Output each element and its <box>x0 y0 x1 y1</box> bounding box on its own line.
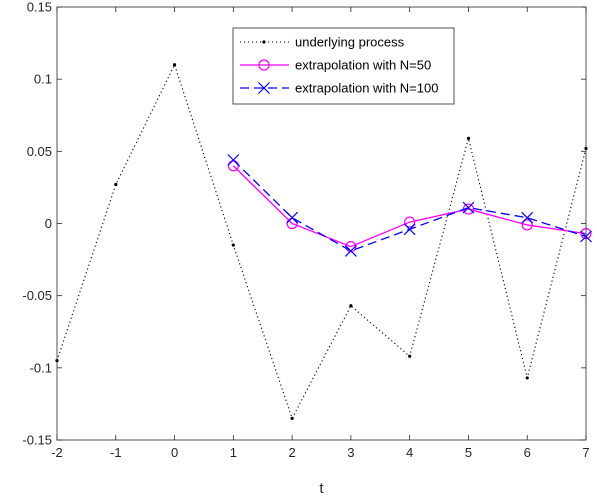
data-point-series-1 <box>349 304 353 308</box>
marker-stroke <box>286 211 299 224</box>
y-tick-label: -0.1 <box>30 360 52 375</box>
legend-marker-3 <box>258 82 270 94</box>
data-point-series-3 <box>462 201 475 214</box>
x-axis-label: t <box>319 480 324 497</box>
series-line-2 <box>232 165 587 248</box>
marker-stroke <box>462 201 475 214</box>
x-tick-label: 6 <box>524 445 531 460</box>
marker-stroke <box>521 211 534 224</box>
data-point-series-2 <box>404 216 416 228</box>
marker-stroke <box>258 82 270 94</box>
data-point-series-3 <box>344 244 357 257</box>
legend-label-1: underlying process <box>295 35 405 50</box>
data-point-series-1 <box>172 63 177 67</box>
y-tick-label: 0.1 <box>34 72 52 87</box>
data-point-series-3 <box>227 154 240 166</box>
data-point-series-1 <box>290 416 294 420</box>
marker-stroke <box>344 244 357 257</box>
y-tick-label: 0.15 <box>27 0 52 15</box>
x-tick-label: -1 <box>110 445 122 460</box>
data-point-series-3 <box>521 211 534 224</box>
x-tick-label: 4 <box>406 445 413 460</box>
legend: underlying process extrapolation with N=5… <box>232 27 455 105</box>
data-point-series-1 <box>231 243 235 247</box>
legend-marker-1 <box>262 40 266 44</box>
legend-label-2: extrapolation with N=50 <box>295 58 431 73</box>
marker-stroke <box>403 223 416 236</box>
marker-stroke <box>227 154 240 166</box>
data-point-series-1 <box>466 136 471 140</box>
x-tick-label: 7 <box>582 445 589 460</box>
x-tick-label: 0 <box>171 445 178 460</box>
data-point-series-3 <box>403 223 416 236</box>
x-tick-label: 5 <box>465 445 472 460</box>
data-point-series-1 <box>525 376 529 380</box>
data-point-series-1 <box>408 354 412 358</box>
data-layer <box>55 63 592 420</box>
y-tick-label: 0.05 <box>27 144 52 159</box>
data-point-series-2 <box>521 219 533 231</box>
series-line-1 <box>56 63 587 420</box>
x-tick-label: 2 <box>288 445 295 460</box>
axes-layer: -2 -1 0 1 2 3 4 5 6 7 -0.15 -0.1 -0.05 0 0.05 0.1 0.15 <box>22 0 589 460</box>
x-tick-label: -2 <box>51 445 63 460</box>
y-tick-label: 0 <box>45 216 52 231</box>
data-point-series-3 <box>286 211 299 224</box>
legend-label-3: extrapolation with N=100 <box>295 81 438 96</box>
legend-box <box>232 27 455 105</box>
y-tick-label: -0.05 <box>22 288 52 303</box>
data-point-series-1 <box>114 182 118 187</box>
legend-marker-2 <box>258 59 270 71</box>
y-tick-label: -0.15 <box>22 433 52 448</box>
x-tick-label: 3 <box>347 445 354 460</box>
x-tick-label: 1 <box>230 445 237 460</box>
